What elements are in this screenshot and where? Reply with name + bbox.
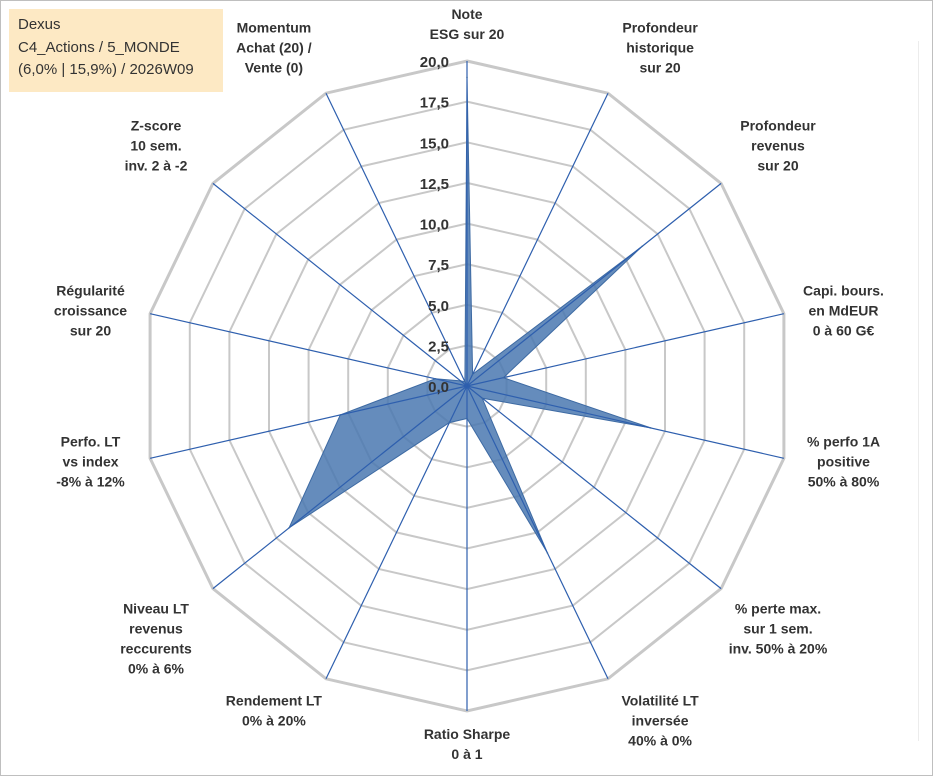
axis-label-11: Régularité croissance sur 20 bbox=[54, 283, 127, 339]
tick-label-1: 2,5 bbox=[428, 338, 449, 355]
tick-label-3: 7,5 bbox=[428, 257, 449, 274]
tick-label-0: 0,0 bbox=[428, 379, 449, 396]
spoke-8 bbox=[325, 385, 468, 680]
spoke-12 bbox=[212, 182, 468, 387]
scrollbar-track[interactable] bbox=[918, 41, 925, 741]
axis-label-8: Rendement LT 0% à 20% bbox=[226, 692, 323, 728]
title-line-company: Dexus bbox=[18, 16, 61, 33]
tick-label-7: 17,5 bbox=[420, 95, 449, 112]
tick-label-8: 20,0 bbox=[420, 54, 449, 71]
data-point-9 bbox=[288, 527, 290, 529]
axis-label-9: Niveau LT revenus reccurents 0% à 6% bbox=[120, 600, 192, 676]
axis-label-5: % perte max. sur 1 sem. inv. 50% à 20% bbox=[729, 600, 828, 656]
axis-label-1: Profondeur historique sur 20 bbox=[622, 20, 698, 76]
axis-label-12: Z-score 10 sem. inv. 2 à -2 bbox=[125, 118, 188, 174]
data-point-13 bbox=[464, 380, 466, 383]
data-point-10 bbox=[339, 414, 342, 416]
data-point-12 bbox=[459, 380, 462, 382]
data-point-11 bbox=[434, 378, 437, 380]
axis-label-13: Momentum Achat (20) / Vente (0) bbox=[236, 20, 312, 76]
spoke-2 bbox=[466, 182, 722, 387]
spoke-4 bbox=[466, 385, 785, 459]
axis-label-10: Perfo. LT vs index -8% à 12% bbox=[56, 433, 125, 489]
spoke-10 bbox=[149, 385, 468, 459]
chart-title-box: Dexus C4_Actions / 5_MONDE (6,0% | 15,9%… bbox=[9, 9, 223, 92]
data-point-7 bbox=[466, 417, 468, 420]
data-point-2 bbox=[641, 245, 644, 247]
data-point-4 bbox=[650, 427, 652, 429]
spoke-5 bbox=[466, 385, 722, 590]
axis-label-0: Note ESG sur 20 bbox=[430, 6, 505, 42]
axis-label-7: Ratio Sharpe 0 à 1 bbox=[424, 726, 511, 762]
tick-label-2: 5,0 bbox=[428, 298, 449, 315]
data-point-0 bbox=[466, 76, 468, 79]
title-line-stats: (6,0% | 15,9%) / 2026W09 bbox=[18, 61, 194, 78]
spoke-1 bbox=[466, 92, 609, 387]
spoke-13 bbox=[325, 92, 468, 387]
data-point-1 bbox=[471, 373, 474, 376]
axis-label-3: Capi. bours. en MdEUR 0 à 60 G€ bbox=[803, 283, 884, 339]
tick-label-5: 12,5 bbox=[420, 176, 449, 193]
data-point-8 bbox=[448, 421, 451, 424]
title-line-category: C4_Actions / 5_MONDE bbox=[18, 38, 180, 56]
spoke-11 bbox=[149, 313, 468, 387]
spoke-9 bbox=[212, 385, 468, 590]
axis-label-4: % perfo 1A positive 50% à 80% bbox=[807, 433, 880, 489]
tick-label-6: 15,0 bbox=[420, 135, 449, 152]
data-point-5 bbox=[481, 397, 484, 400]
spoke-3 bbox=[466, 313, 785, 387]
axis-label-2: Profondeur revenus sur 20 bbox=[740, 118, 816, 174]
data-point-6 bbox=[546, 552, 549, 554]
tick-label-4: 10,0 bbox=[420, 217, 449, 234]
spoke-6 bbox=[466, 385, 609, 680]
data-point-3 bbox=[502, 376, 505, 379]
axis-label-6: Volatilité LT inversée 40% à 0% bbox=[621, 692, 699, 748]
